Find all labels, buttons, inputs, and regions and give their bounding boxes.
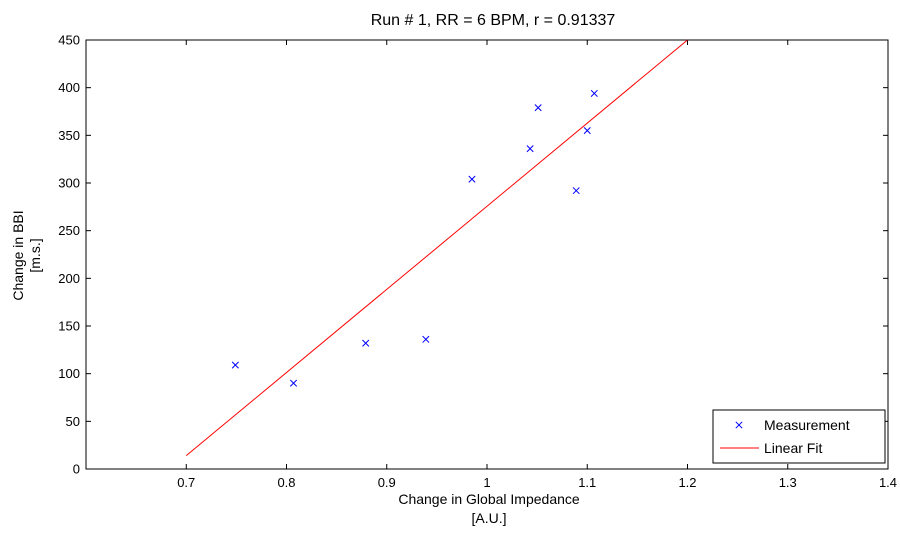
measurement-point bbox=[572, 187, 580, 195]
y-tick-label: 100 bbox=[58, 366, 80, 381]
y-tick-label: 450 bbox=[58, 33, 80, 48]
y-tick-label: 300 bbox=[58, 176, 80, 191]
y-tick-label: 0 bbox=[73, 462, 80, 477]
measurement-point bbox=[526, 145, 534, 153]
x-tick-label: 1 bbox=[483, 475, 490, 490]
measurement-point bbox=[534, 104, 542, 112]
x-tick-label: 1.1 bbox=[578, 475, 596, 490]
legend-measurement-label: Measurement bbox=[764, 417, 850, 433]
legend-measurement-marker bbox=[735, 421, 743, 429]
legend: Measurement Linear Fit bbox=[712, 409, 886, 464]
legend-box bbox=[712, 409, 886, 464]
measurement-point bbox=[422, 335, 430, 343]
chart-title: Run # 1, RR = 6 BPM, r = 0.91337 bbox=[371, 12, 616, 29]
x-axis-unit: [A.U.] bbox=[471, 510, 506, 526]
measurement-point bbox=[583, 127, 591, 135]
plot-data bbox=[185, 39, 688, 457]
x-tick-label: 0.8 bbox=[277, 475, 295, 490]
measurement-point bbox=[289, 379, 298, 387]
measurement-point bbox=[231, 361, 239, 369]
x-tick-label: 0.7 bbox=[177, 475, 195, 490]
y-tick-label: 350 bbox=[58, 128, 80, 143]
measurement-point bbox=[590, 89, 598, 97]
y-tick-label: 400 bbox=[58, 80, 80, 95]
measurement-point bbox=[362, 339, 370, 347]
legend-fit-label: Linear Fit bbox=[764, 440, 822, 456]
y-tick-label: 150 bbox=[58, 319, 80, 334]
axes: 0 50 100 150 200 250 300 350 400 450 0.7 0.8 0.9 1 1.1… bbox=[58, 33, 897, 491]
plot-frame bbox=[85, 39, 889, 470]
x-tick-label: 1.3 bbox=[779, 475, 797, 490]
x-axis-title: Change in Global Impedance bbox=[398, 491, 580, 507]
y-tick-label: 250 bbox=[58, 223, 80, 238]
y-axis-title: Change in BBI bbox=[10, 210, 26, 300]
y-tick-label: 50 bbox=[66, 414, 80, 429]
x-tick-label: 0.9 bbox=[378, 475, 396, 490]
y-axis-unit: [m.s.] bbox=[27, 238, 43, 272]
measurement-point bbox=[468, 175, 476, 183]
x-tick-label: 1.2 bbox=[678, 475, 696, 490]
x-tick-label: 1.4 bbox=[879, 475, 897, 490]
linear-fit-line bbox=[185, 39, 688, 457]
y-tick-label: 200 bbox=[58, 271, 80, 286]
